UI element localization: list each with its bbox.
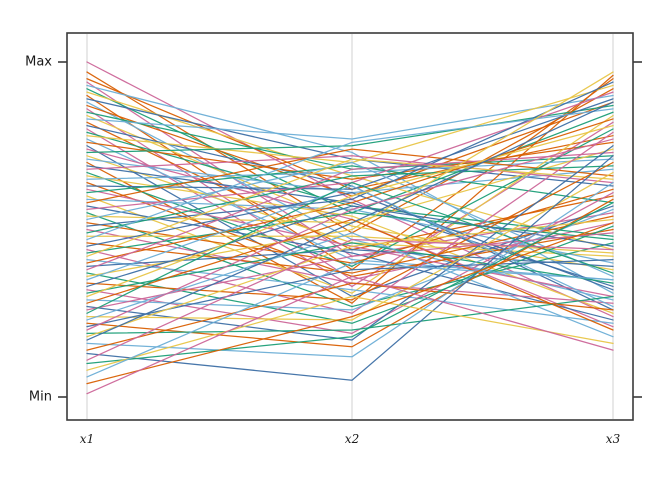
series-line [86, 148, 614, 204]
series-line [86, 104, 614, 154]
series-line [86, 175, 614, 314]
series-line [86, 101, 614, 341]
series-line [86, 198, 614, 348]
series-line [86, 218, 614, 331]
series-line [86, 238, 614, 361]
series-line [86, 242, 614, 294]
series-line [86, 158, 614, 180]
series-line [86, 232, 614, 338]
series-line [86, 161, 614, 301]
series-line [86, 138, 614, 331]
series-line [86, 205, 614, 321]
tick-marks [58, 61, 642, 398]
series-line [86, 295, 614, 371]
series-line [86, 108, 614, 241]
series-line [86, 74, 614, 304]
series-line [86, 222, 614, 385]
y-tick-label-max: Max [25, 54, 52, 70]
series-line [86, 94, 614, 140]
series-line [86, 114, 614, 271]
series-line [86, 215, 614, 274]
series-line [86, 192, 614, 291]
plot-frame [66, 32, 634, 421]
series-line [86, 71, 614, 278]
series-line [86, 275, 614, 395]
frame-rect [66, 32, 634, 421]
series-line [86, 262, 614, 378]
series-line [86, 218, 614, 338]
series-line [86, 158, 614, 257]
series-line [86, 212, 614, 308]
series-line [86, 125, 614, 298]
series-line [86, 81, 614, 227]
series-line [86, 181, 614, 358]
y-tick-label-min: Min [28, 389, 52, 405]
series-line [86, 282, 614, 351]
series-line [86, 259, 614, 324]
series-line [86, 171, 614, 321]
series-line [86, 181, 614, 314]
series-line [86, 98, 614, 190]
series-line [86, 118, 614, 264]
series-line [86, 161, 614, 278]
axis-label-x2: x2 [344, 432, 360, 446]
series-line [86, 185, 614, 308]
axis-label-x1: x1 [79, 432, 95, 446]
series-line [86, 155, 614, 381]
series-line [86, 205, 614, 288]
series-line [86, 259, 614, 328]
series-line [86, 295, 614, 334]
axis-label-x3: x3 [605, 432, 621, 446]
series-line [86, 141, 614, 180]
series-line [86, 192, 614, 334]
series-polylines [86, 61, 614, 395]
series-line [86, 108, 614, 281]
series-line [86, 165, 614, 204]
series-line [86, 151, 614, 271]
series-line [86, 165, 614, 234]
series-line [86, 131, 614, 314]
series-line [86, 138, 614, 281]
